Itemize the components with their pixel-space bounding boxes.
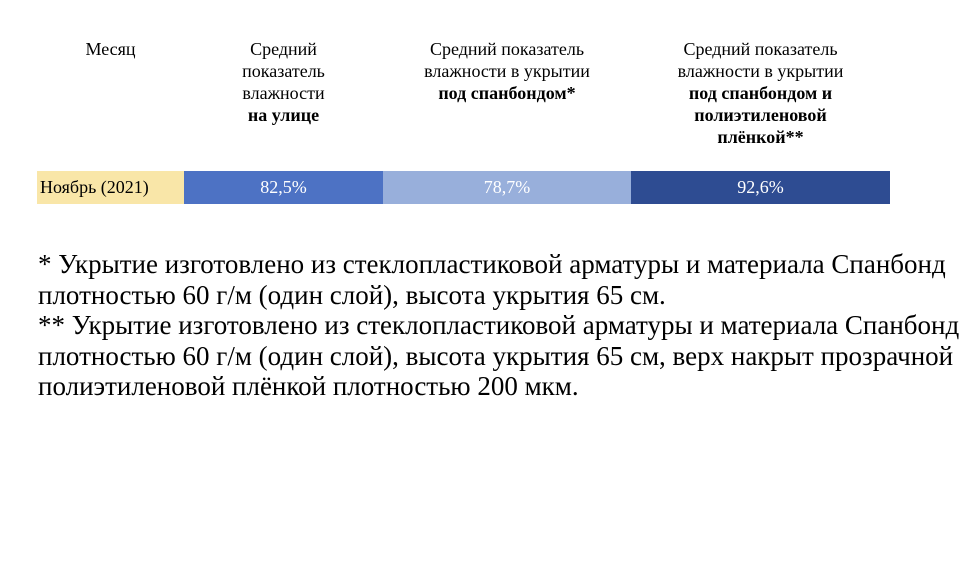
header-line: показатель — [242, 61, 325, 81]
header-line: влажности в укрытии — [677, 61, 844, 81]
header-line-bold: плёнкой** — [717, 127, 804, 147]
cell-month: Ноябрь (2021) — [37, 171, 184, 204]
header-line: влажности в укрытии — [424, 61, 590, 81]
header-spunbond-film-humidity: Средний показатель влажности в укрытии п… — [631, 34, 890, 171]
header-line: Средний показатель — [429, 39, 585, 59]
footnotes: * Укрытие изготовлено из стеклопластиков… — [38, 249, 963, 402]
header-line-bold: под спанбондом* — [438, 83, 576, 103]
table-header-row: Месяц Средний показатель влажности на ул… — [37, 34, 890, 171]
footnote-spunbond-film: ** Укрытие изготовлено из стеклопластико… — [38, 310, 960, 401]
cell-spunbond-value: 78,7% — [383, 171, 631, 204]
footnote-spunbond: * Укрытие изготовлено из стеклопластиков… — [38, 249, 946, 310]
header-line-bold: под спанбондом и — [688, 83, 833, 103]
header-line: влажности — [242, 83, 325, 103]
header-month: Месяц — [37, 34, 184, 171]
cell-outdoor-value: 82,5% — [184, 171, 383, 204]
header-line-bold: полиэтиленовой — [694, 105, 827, 125]
header-spunbond-humidity: Средний показатель влажности в укрытии п… — [383, 34, 631, 171]
header-outdoor-humidity: Средний показатель влажности на улице — [184, 34, 383, 171]
header-line: Месяц — [85, 39, 136, 59]
header-line: Средний показатель — [683, 39, 838, 59]
cell-spunbond-film-value: 92,6% — [631, 171, 890, 204]
humidity-table: Месяц Средний показатель влажности на ул… — [37, 34, 890, 204]
header-line-bold: на улице — [247, 105, 320, 125]
header-line: Средний — [250, 39, 317, 59]
table-row: Ноябрь (2021) 82,5% 78,7% 92,6% — [37, 171, 890, 204]
